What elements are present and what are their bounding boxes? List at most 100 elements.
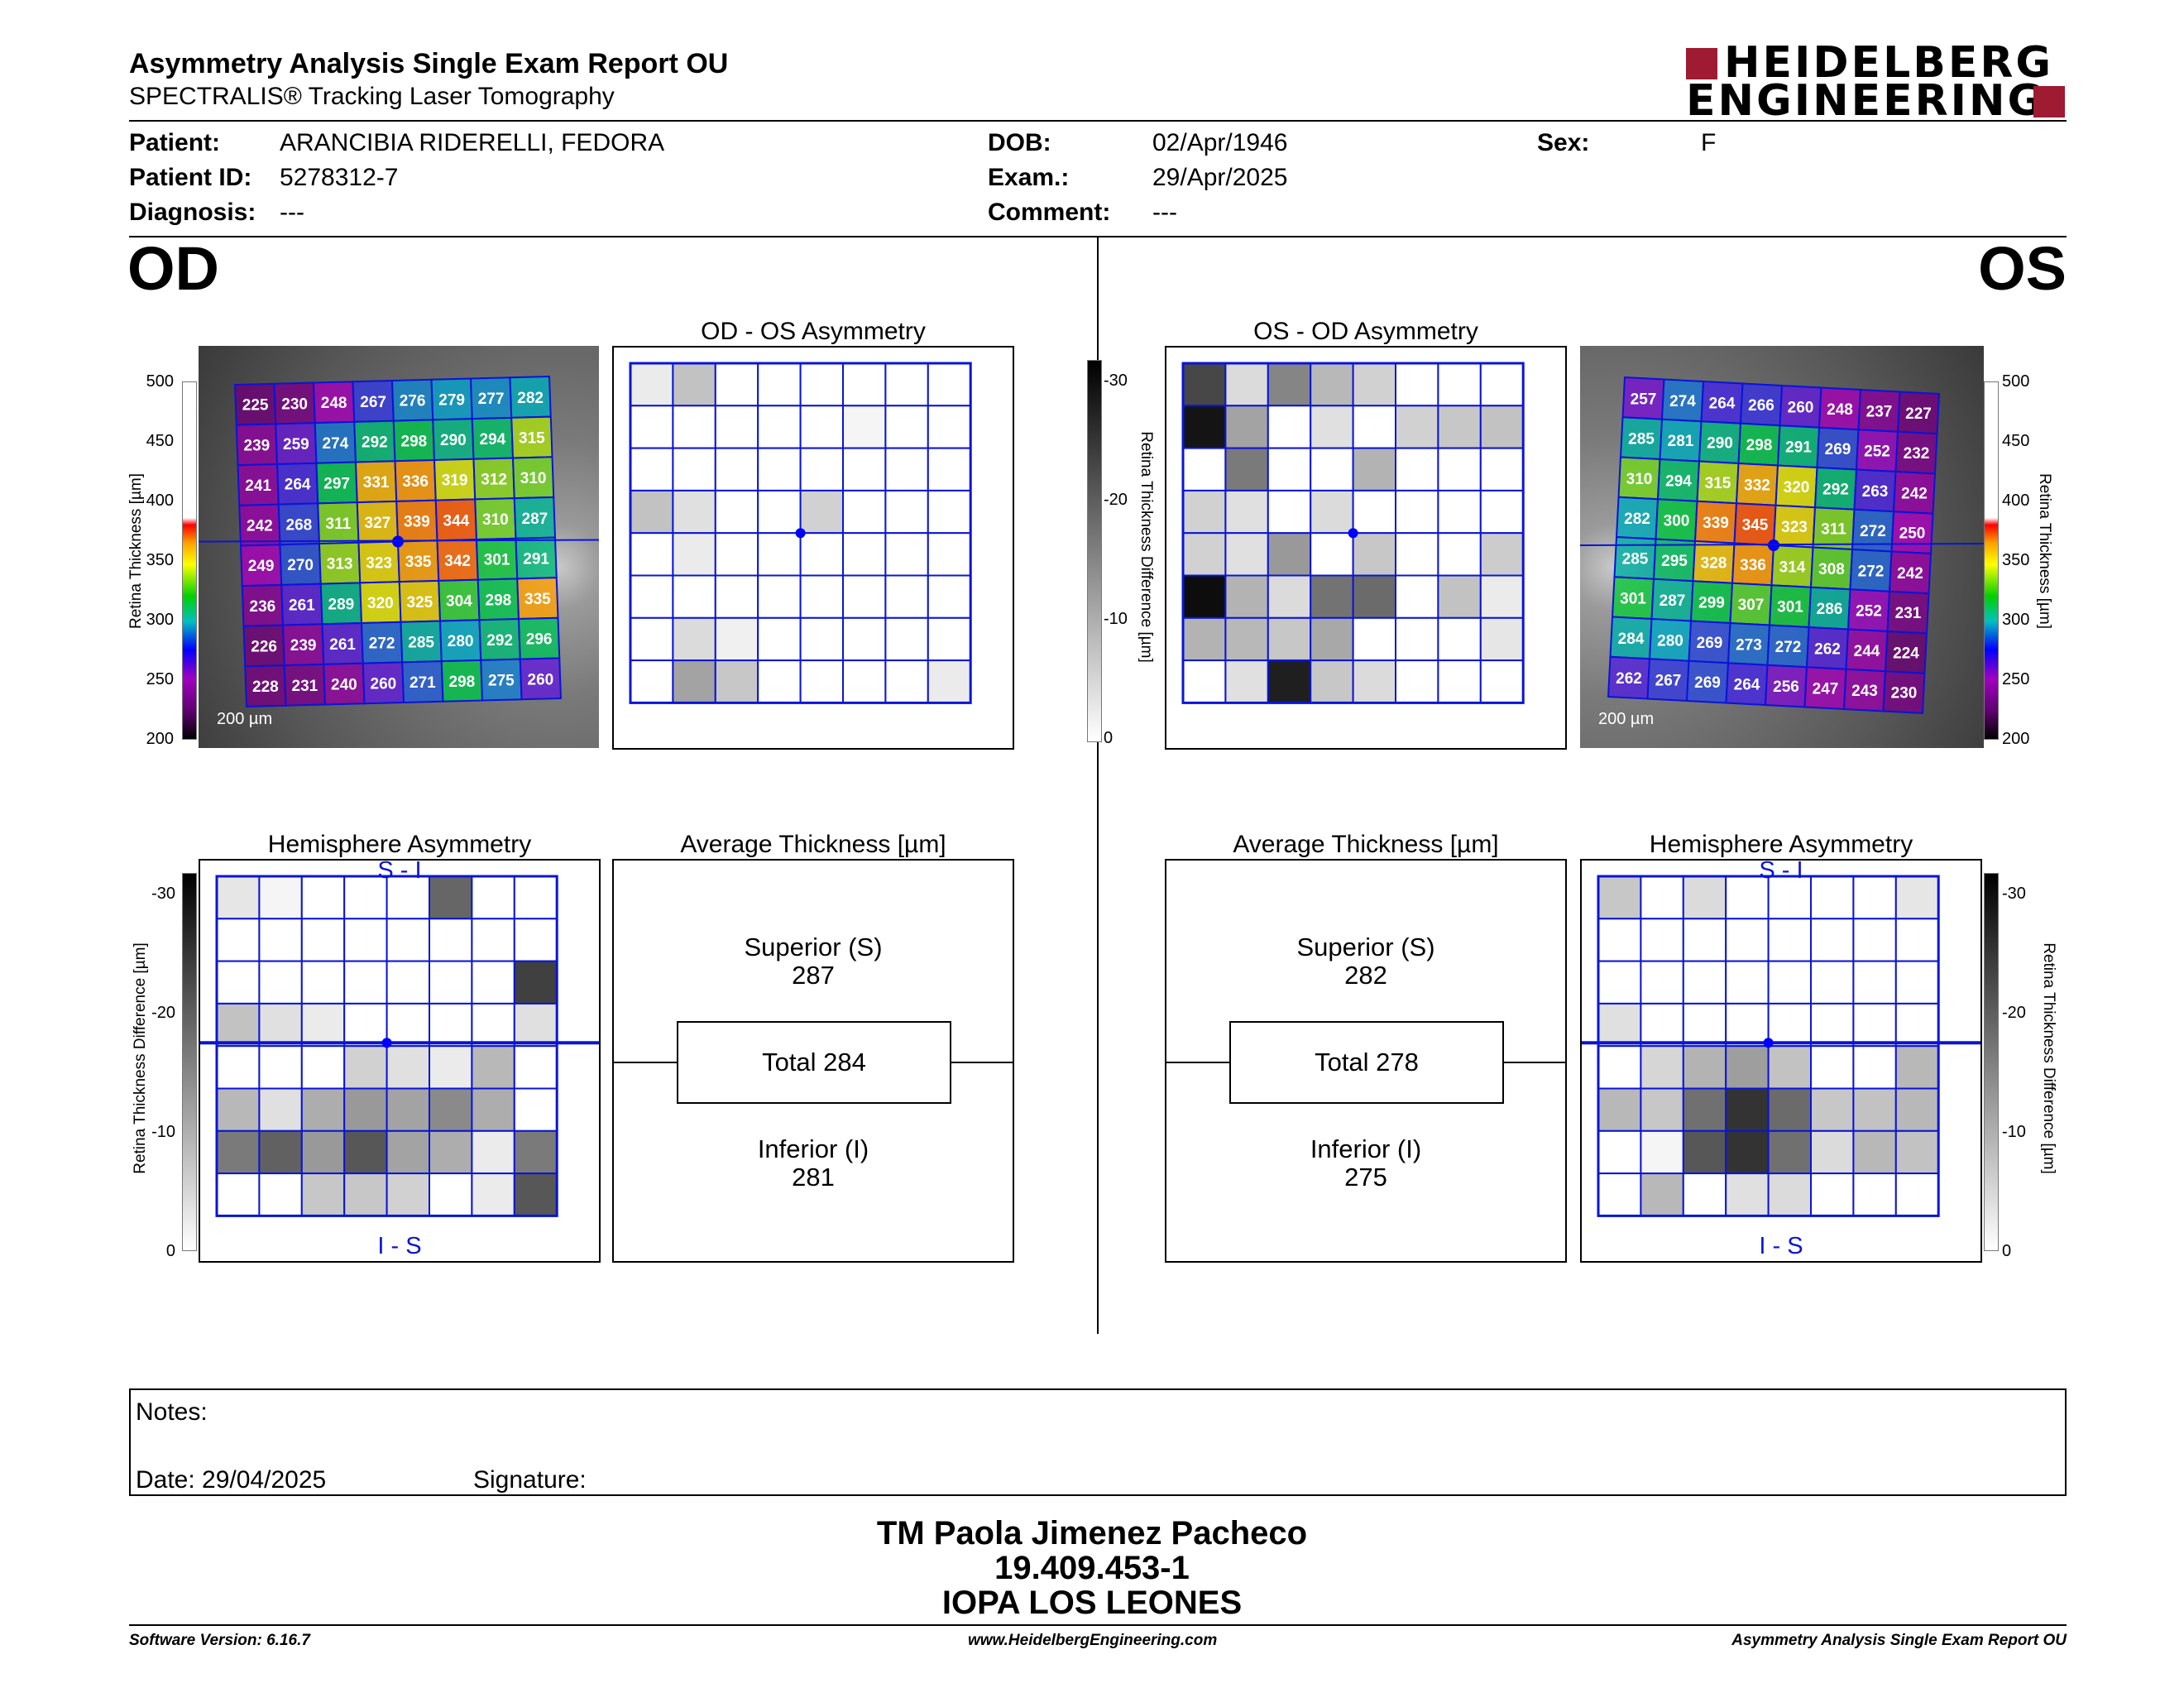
- od-hemi-cell: [513, 875, 558, 920]
- od-asym-cell: [884, 489, 929, 535]
- os-asym-cell: [1182, 574, 1227, 619]
- os-asym-cell: [1395, 659, 1439, 704]
- os-hemi-cell: [1810, 1087, 1855, 1132]
- os-fundus-value: 264: [1709, 395, 1736, 412]
- os-hemi-cell: [1725, 960, 1770, 1005]
- os-hemi-cell: [1640, 918, 1684, 962]
- od-fundus-value: 310: [482, 511, 509, 529]
- od-fundus-value: 239: [244, 437, 271, 454]
- od-hemi-cell: [300, 1087, 346, 1132]
- od-asym-cell: [842, 532, 887, 577]
- od-asym-cell: [884, 659, 929, 704]
- od-fundus-value: 294: [480, 431, 506, 448]
- os-fundus-value: 273: [1736, 636, 1762, 654]
- od-hemi-cell: [429, 918, 473, 962]
- os-hemi-diff-tick: -20: [2002, 1004, 2026, 1022]
- os-fundus-value: 269: [1694, 674, 1721, 692]
- od-hemi-diff-axis-label: Retina Thickness Difference [µm]: [132, 942, 149, 1174]
- od-fundus-value: 313: [327, 556, 353, 573]
- logo-square-top: [1686, 48, 1717, 79]
- website-link[interactable]: www.HeidelbergEngineering.com: [968, 1632, 1218, 1649]
- os-hemi-cell: [1725, 918, 1770, 962]
- od-hemi-grid: [200, 875, 599, 1217]
- os-asym-cell: [1310, 489, 1354, 535]
- notes-box[interactable]: Notes: Date: 29/04/2025 Signature:: [129, 1388, 2067, 1496]
- od-fundus-value: 280: [448, 633, 474, 650]
- os-hemi-cell: [1894, 1129, 1940, 1175]
- os-fundus-value: 320: [1784, 479, 1810, 496]
- os-fundus-value: 311: [1821, 521, 1846, 539]
- od-hemi-cell: [386, 918, 431, 962]
- os-scale-bar: 200 µm: [1598, 710, 1655, 728]
- od-asym-cell: [714, 489, 759, 535]
- os-hemi-cell: [1597, 1172, 1642, 1217]
- os-thickness-grid: 257 274 264 266 260 248 237 227 285 281 290 298 291 2…: [1580, 376, 1984, 715]
- od-fundus-value: 260: [371, 675, 397, 693]
- os-fundus-value: 252: [1856, 603, 1882, 621]
- od-asym-cell: [630, 447, 674, 492]
- od-hemi-cell: [216, 1045, 261, 1090]
- od-asym-cell: [799, 532, 845, 577]
- od-hemi-cell: [258, 918, 303, 962]
- os-asym-cell: [1182, 489, 1227, 535]
- od-fundus-value: 319: [442, 472, 468, 490]
- os-asym-cell: [1437, 362, 1482, 407]
- od-asym-cell: [672, 405, 716, 449]
- od-hemi-cell: [300, 960, 346, 1005]
- os-hemi-diff-scale: -30 -20 -10 0 Retina Thickness Difference […: [1982, 869, 2098, 1260]
- od-thickness-tick: 500: [146, 372, 174, 391]
- od-asym-border: [629, 362, 972, 704]
- od-asym-cell: [799, 405, 845, 449]
- od-fundus-value: 289: [328, 596, 355, 613]
- od-hemi-cell: [343, 1172, 388, 1217]
- od-hemi-cell: [471, 1045, 515, 1090]
- od-asym-cell: [927, 447, 972, 492]
- os-fundus-value: 237: [1866, 403, 1893, 420]
- od-asym-cell: [927, 362, 972, 407]
- od-hemi-cell: [216, 960, 261, 1005]
- diagnosis-label: Diagnosis:: [129, 199, 256, 226]
- od-hemi-cell: [343, 918, 388, 962]
- footer-report-name: Asymmetry Analysis Single Exam Report OU: [1731, 1632, 2067, 1649]
- od-hemi-diff-tick: -20: [151, 1004, 175, 1022]
- os-fundus-value: 230: [1891, 685, 1918, 703]
- os-fundus-value: 300: [1664, 513, 1690, 530]
- os-hemi-cell: [1894, 1172, 1940, 1217]
- od-hemi-cell: [343, 1045, 388, 1090]
- od-hemi-cell: [471, 875, 515, 920]
- os-asym-cell: [1395, 574, 1439, 619]
- signer-name: TM Paola Jimenez Pacheco: [876, 1515, 1308, 1551]
- od-hemi-cell: [386, 1087, 431, 1132]
- od-asym-cell: [799, 447, 845, 492]
- od-fundus-value: 339: [404, 514, 430, 531]
- os-hemi-cell: [1810, 1002, 1855, 1048]
- od-fundus-value: 264: [285, 477, 311, 494]
- os-thickness-ticks: 500 450 400 350 300 250 200: [2002, 362, 2052, 748]
- top-diff-tick: -10: [1104, 610, 1128, 628]
- od-asym-cell: [672, 616, 716, 662]
- os-asym-cell: [1224, 659, 1269, 704]
- od-hemi-cell: [216, 1172, 261, 1217]
- od-hemi-cell: [429, 1172, 473, 1217]
- od-hemi-cell: [216, 1002, 261, 1048]
- os-fundus-value: 267: [1655, 673, 1682, 690]
- os-hemi-cell: [1640, 1002, 1684, 1048]
- patient-id-label: Patient ID:: [129, 164, 252, 191]
- od-asym-cell: [630, 489, 674, 535]
- od-fundus-sector: [519, 657, 563, 701]
- os-asym-cell: [1224, 532, 1269, 577]
- os-asym-cell: [1479, 574, 1525, 619]
- od-hemi-cell: [471, 960, 515, 1005]
- os-fundus-value: 314: [1779, 559, 1806, 576]
- od-hemi-cell: [386, 1129, 431, 1175]
- od-hemi-cell: [513, 1172, 558, 1217]
- os-asym-cell: [1479, 362, 1525, 407]
- os-fundus-value: 227: [1905, 405, 1932, 423]
- signer-org: IOPA LOS LEONES: [941, 1585, 1243, 1621]
- od-hemi-cell: [216, 1087, 261, 1132]
- od-fundus-value: 292: [486, 632, 513, 650]
- os-fundus-value: 286: [1817, 601, 1843, 618]
- od-asym-cell: [842, 405, 887, 449]
- od-fundus-value: 260: [528, 671, 554, 688]
- os-fundus-value: 284: [1618, 631, 1645, 648]
